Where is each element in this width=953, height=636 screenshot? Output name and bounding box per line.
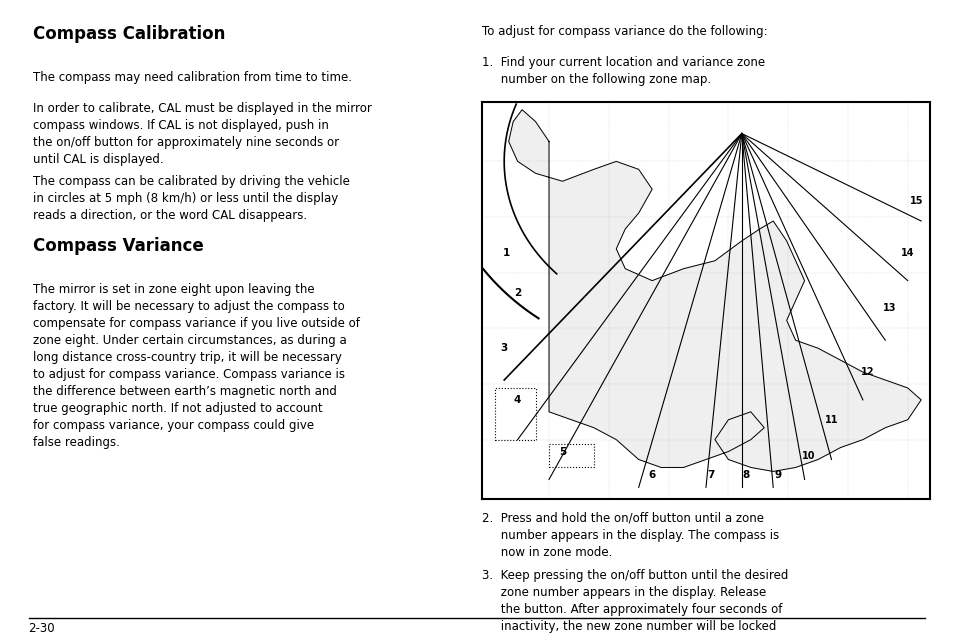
Text: In order to calibrate, CAL must be displayed in the mirror
compass windows. If C: In order to calibrate, CAL must be displ…: [33, 102, 372, 166]
Text: 5: 5: [558, 446, 565, 457]
Text: 2-30: 2-30: [29, 622, 55, 635]
Text: Compass Calibration: Compass Calibration: [33, 25, 226, 43]
Text: 2: 2: [514, 287, 520, 298]
Text: 6: 6: [648, 471, 655, 480]
Text: 13: 13: [882, 303, 896, 314]
Text: 15: 15: [909, 196, 923, 206]
Text: 12: 12: [860, 367, 873, 377]
Text: 3.  Keep pressing the on/off button until the desired
     zone number appears i: 3. Keep pressing the on/off button until…: [481, 569, 787, 636]
Text: 11: 11: [824, 415, 838, 425]
Text: Compass Variance: Compass Variance: [33, 237, 204, 255]
Text: 2.  Press and hold the on/off button until a zone
     number appears in the dis: 2. Press and hold the on/off button unti…: [481, 512, 779, 559]
Text: 14: 14: [900, 248, 914, 258]
Text: 7: 7: [706, 471, 714, 480]
Text: 1.  Find your current location and variance zone
     number on the following zo: 1. Find your current location and varian…: [481, 56, 764, 86]
Text: 9: 9: [773, 471, 781, 480]
Text: The mirror is set in zone eight upon leaving the
factory. It will be necessary t: The mirror is set in zone eight upon lea…: [33, 283, 360, 449]
Text: The compass may need calibration from time to time.: The compass may need calibration from ti…: [33, 71, 352, 84]
Polygon shape: [508, 109, 921, 471]
Text: To adjust for compass variance do the following:: To adjust for compass variance do the fo…: [481, 25, 766, 38]
Text: 3: 3: [500, 343, 507, 353]
Text: 8: 8: [742, 471, 749, 480]
Text: 4: 4: [514, 395, 520, 405]
Text: 10: 10: [801, 450, 815, 460]
Text: The compass can be calibrated by driving the vehicle
in circles at 5 mph (8 km/h: The compass can be calibrated by driving…: [33, 175, 350, 222]
Text: 1: 1: [502, 248, 510, 258]
